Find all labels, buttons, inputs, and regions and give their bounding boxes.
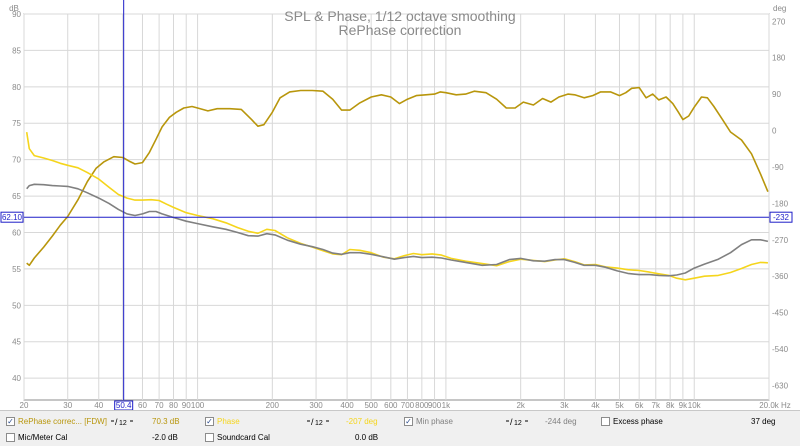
cursor-y-right-box [769,211,793,223]
y-tick-label-right: 270 [772,17,786,26]
legend-row: ✓ RePhase correc... [FDW] /12 70.3 dB ✓ … [0,414,800,430]
mic-meter-cal-value: -2.0 dB [152,433,178,442]
x-tick-label: 8k [666,401,675,410]
series-phase-label: Phase [217,417,240,426]
y-tick-label-right: 180 [772,54,786,63]
cursor-y-left-box [0,211,24,223]
y-tick-label-left: 55 [12,265,21,274]
y-tick-label-left: 45 [12,338,21,347]
svg-text:/: / [311,417,314,427]
svg-text:/: / [115,417,118,427]
series-excessphase-checkbox[interactable] [601,417,610,426]
smoothing-1-12-icon[interactable]: /12 [110,415,134,427]
y-tick-label-right: -180 [772,199,789,208]
x-tick-label: 3k [560,401,569,410]
legend-panel: ✓ RePhase correc... [FDW] /12 70.3 dB ✓ … [0,410,800,446]
cursor-y-left-readout: 62.10 [2,213,23,222]
x-tick-label: 700 [401,401,415,410]
x-tick-label: 6k [635,401,644,410]
x-tick-label: 800 [415,401,429,410]
cursor-y-right-readout: -232 [773,213,790,222]
x-tick-label: 7k [652,401,661,410]
y-tick-label-right: 90 [772,90,781,99]
mic-meter-cal-checkbox[interactable] [6,433,15,442]
x-tick-label: 300 [309,401,323,410]
x-tick-label: 200 [266,401,280,410]
series-minphase-label: Min phase [416,417,453,426]
y-tick-label-left: 65 [12,192,21,201]
soundcard-cal-label: Soundcard Cal [217,433,270,442]
x-tick-label: 30 [63,401,72,410]
x-tick-label: 90 [182,401,191,410]
chart-subtitle: RePhase correction [338,22,462,38]
x-axis-unit: Hz [781,401,791,410]
x-tick-label: 900 [428,401,442,410]
x-tick-label: 600 [384,401,398,410]
series-phase-checkbox[interactable]: ✓ [205,417,214,426]
y-tick-label-left: 70 [12,156,21,165]
x-tick-label: 80 [169,401,178,410]
y-tick-label-left: 80 [12,83,21,92]
y-tick-label-left: 50 [12,301,21,310]
x-tick-label: 100 [191,401,205,410]
plot-frame [23,13,770,401]
x-tick-label: 40 [94,401,103,410]
svg-text:/: / [510,417,513,427]
series-rephase-value: 70.3 dB [152,417,180,426]
y-tick-label-left: 60 [12,228,21,237]
series-line[interactable] [26,183,769,277]
svg-text:12: 12 [514,420,522,427]
x-tick-label: 9k [679,401,688,410]
legend-row: Mic/Meter Cal -2.0 dB Soundcard Cal 0.0 … [0,430,800,446]
smoothing-1-12-icon[interactable]: /12 [505,415,529,427]
x-tick-label: 4k [591,401,600,410]
svg-text:12: 12 [119,420,127,427]
y-tick-label-right: 0 [772,127,777,136]
smoothing-1-12-icon[interactable]: /12 [306,415,330,427]
series-rephase-label: RePhase correc... [FDW] [18,417,107,426]
y-tick-label-right: -360 [772,272,789,281]
cursor-x-readout: 50.4 [116,401,132,410]
right-axis-unit: deg [773,4,786,13]
y-tick-label-right: -270 [772,236,789,245]
series-excessphase-label: Excess phase [613,417,663,426]
x-tick-label: 20.0k [759,401,780,410]
y-tick-label-left: 40 [12,374,21,383]
series-excessphase-value: 37 deg [751,417,776,426]
series-minphase-value: -244 deg [545,417,577,426]
x-tick-label: 20 [20,401,29,410]
x-tick-label: 10k [688,401,702,410]
x-tick-label: 5k [615,401,624,410]
series-rephase-checkbox[interactable]: ✓ [6,417,15,426]
x-tick-label: 500 [364,401,378,410]
y-tick-label-right: -90 [772,163,784,172]
y-tick-label-left: 85 [12,46,21,55]
x-tick-label: 60 [138,401,147,410]
x-tick-label: 70 [155,401,164,410]
y-tick-label-left: 75 [12,119,21,128]
soundcard-cal-value: 0.0 dB [355,433,379,442]
chart-title: SPL & Phase, 1/12 octave smoothing [284,8,516,24]
y-tick-label-right: -450 [772,309,789,318]
left-axis-unit: dB [9,4,19,13]
series-minphase-checkbox[interactable]: ✓ [404,417,413,426]
svg-text:12: 12 [315,420,323,427]
x-tick-label: 2k [516,401,525,410]
series-phase-value: -207 deg [346,417,378,426]
soundcard-cal-checkbox[interactable] [205,433,214,442]
y-tick-label-left: 90 [12,10,21,19]
y-tick-label-right: -630 [772,381,789,390]
series-line[interactable] [26,86,769,267]
mic-meter-cal-label: Mic/Meter Cal [18,433,68,442]
x-tick-label: 1k [442,401,451,410]
y-tick-label-right: -540 [772,345,789,354]
cursor-x-box [114,400,134,410]
x-tick-label: 400 [340,401,354,410]
plot-area[interactable]: 9085807570656055504540270180900-90-180-2… [0,0,800,410]
